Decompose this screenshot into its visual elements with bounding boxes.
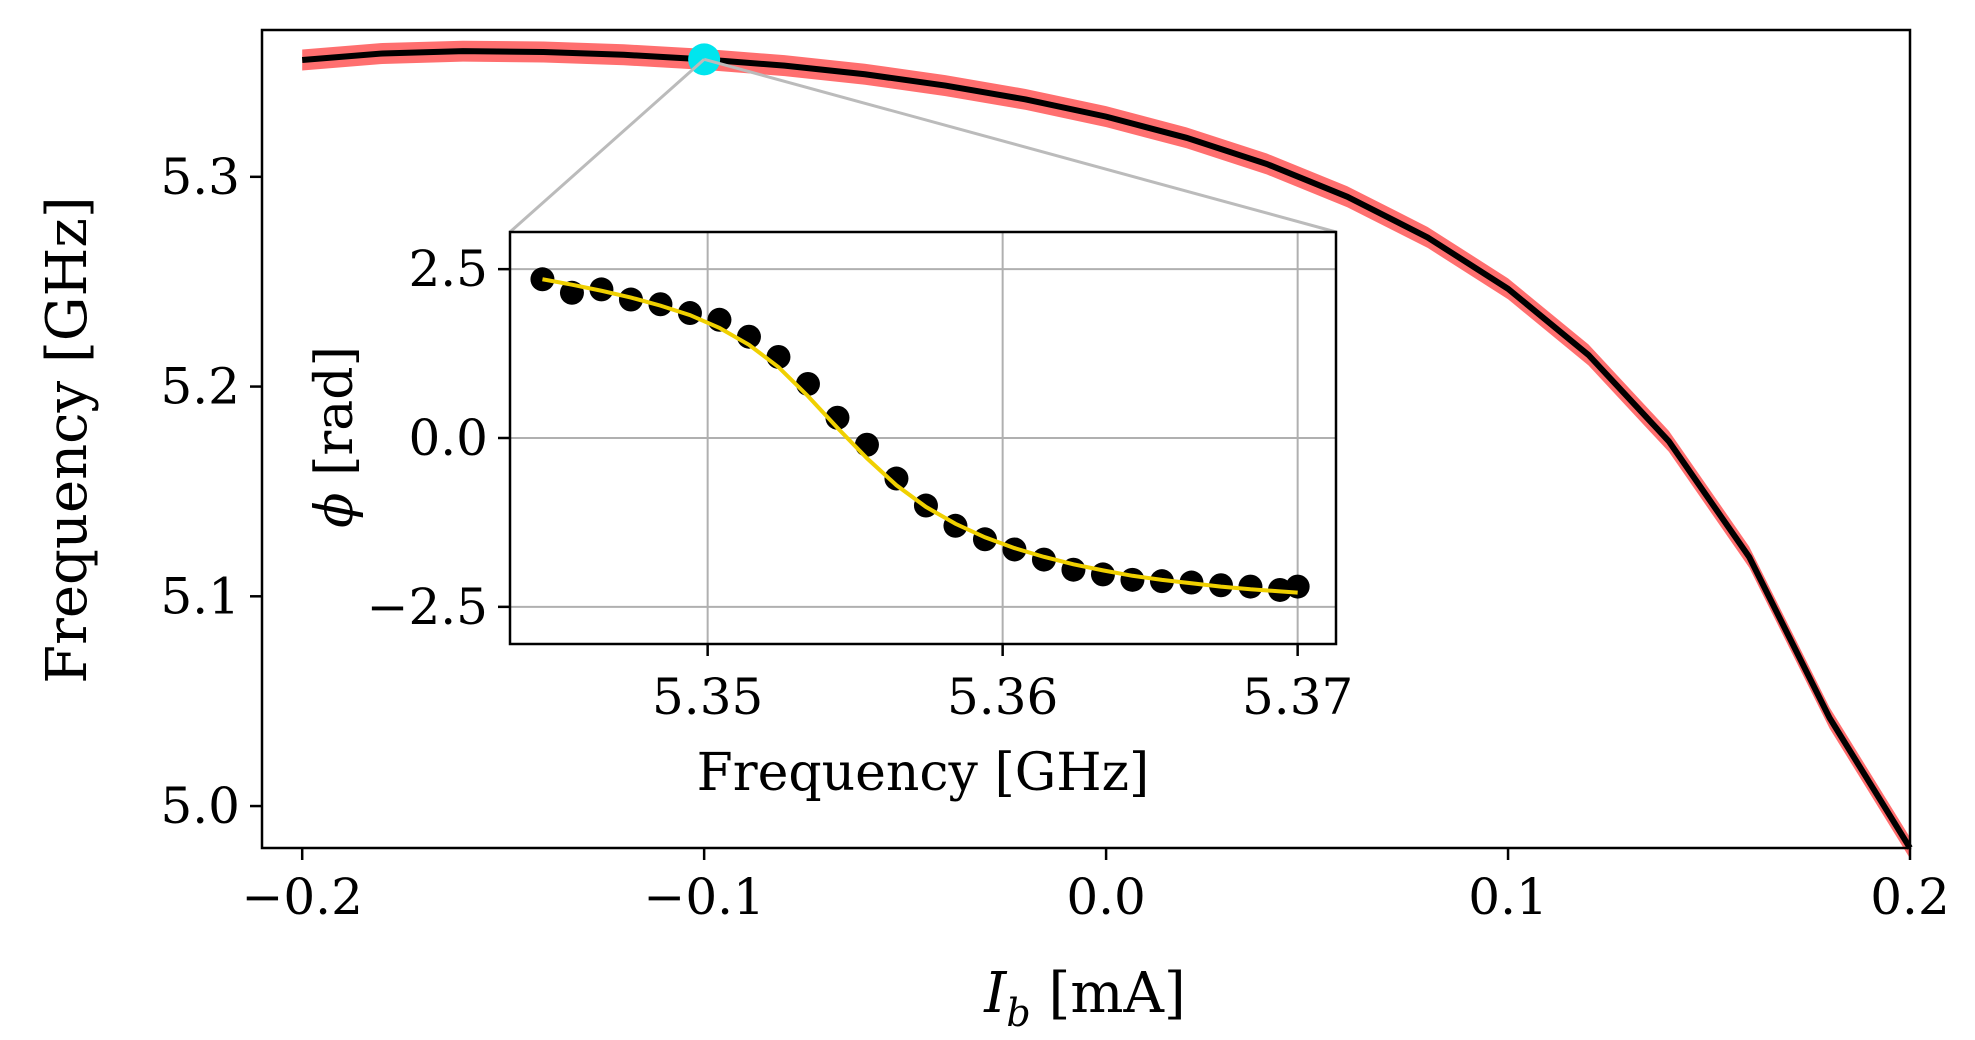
frequency-fit-line	[301, 48, 1913, 850]
inset-x-tick-label: 5.36	[947, 668, 1058, 726]
main-x-axis-label: Ib [mA]	[983, 961, 1186, 1035]
main-y-tick-label: 5.0	[160, 777, 240, 835]
inset-phase-point	[1285, 574, 1310, 599]
main-x-tick-label: −0.2	[241, 868, 362, 926]
zoom-line-left	[509, 58, 706, 234]
inset-y-axis-label: ϕ [rad]	[305, 346, 365, 528]
inset-x-axis-label: Frequency [GHz]	[697, 743, 1150, 803]
inset-phase-fit-line	[542, 277, 1298, 595]
main-x-label-unit: [mA]	[1031, 961, 1186, 1026]
inset-y-label-symbol: ϕ	[305, 492, 365, 527]
inset-phase-point	[1090, 562, 1115, 587]
inset-phase-point	[1120, 567, 1145, 592]
inset-y-axis: 2.5 0.0 −2.5	[367, 240, 510, 636]
main-x-axis: −0.2 −0.1 0.0 0.1 0.2	[241, 848, 1950, 926]
main-chart: −0.2 −0.1 0.0 0.1 0.2 5.0 5.1 5.2 5.3 Ib [mA] F…	[35, 28, 1950, 1035]
inset-phase-point	[854, 432, 879, 457]
main-x-tick-label: −0.1	[643, 868, 764, 926]
inset-phase-point	[1238, 574, 1263, 599]
inset-x-tick-label: 5.35	[652, 668, 763, 726]
inset-chart: 5.35 5.36 5.37 2.50.0−2.5 Frequency [GHz] …	[305, 230, 1353, 803]
main-x-tick-label: 0.1	[1468, 868, 1548, 926]
main-x-tick-label: 0.2	[1870, 868, 1950, 926]
main-y-tick-label: 5.1	[160, 567, 240, 625]
main-y-tick-label: 5.3	[160, 148, 240, 206]
main-y-axis-label: Frequency [GHz]	[35, 196, 100, 683]
main-x-label-subscript: b	[1006, 991, 1030, 1035]
inset-y-label-unit: [rad]	[305, 346, 365, 492]
main-y-tick-label: 5.2	[160, 358, 240, 416]
inset-x-axis: 5.35 5.36 5.37	[652, 644, 1353, 726]
main-y-axis: 5.0 5.1 5.2 5.3	[160, 148, 262, 835]
main-axes-frame	[260, 28, 1912, 850]
inset-y-tick-label: −2.5	[367, 578, 488, 636]
inset-x-tick-label: 5.37	[1242, 668, 1353, 726]
inset-phase-point	[884, 466, 909, 491]
zoom-line-right	[703, 57, 1337, 234]
inset-y-tick-label: 0.0	[408, 409, 488, 467]
main-x-label-symbol: I	[983, 961, 1008, 1026]
inset-grid	[510, 232, 1336, 644]
inset-phase-point	[795, 371, 820, 396]
main-x-tick-label: 0.0	[1066, 868, 1146, 926]
zoom-connector	[509, 57, 1337, 234]
inset-y-tick-label: 2.5	[408, 240, 488, 298]
